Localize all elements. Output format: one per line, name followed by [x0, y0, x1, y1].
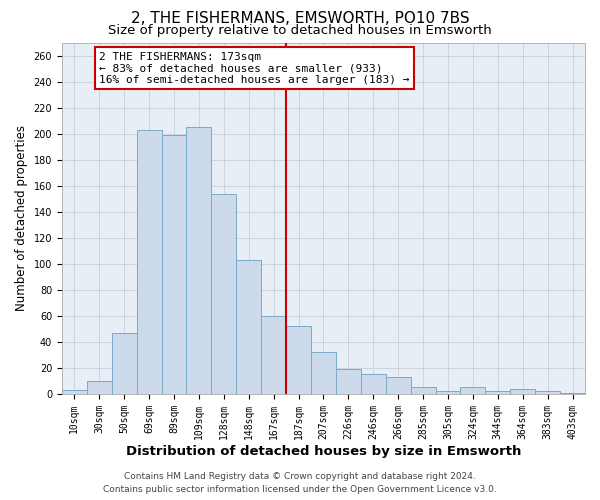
- Bar: [236, 260, 261, 394]
- Text: Size of property relative to detached houses in Emsworth: Size of property relative to detached ho…: [108, 24, 492, 37]
- Bar: [460, 388, 485, 394]
- Bar: [261, 316, 286, 394]
- Bar: [485, 392, 510, 394]
- Y-axis label: Number of detached properties: Number of detached properties: [15, 125, 28, 311]
- Bar: [560, 392, 585, 394]
- Bar: [112, 333, 137, 394]
- Bar: [510, 389, 535, 394]
- X-axis label: Distribution of detached houses by size in Emsworth: Distribution of detached houses by size …: [126, 444, 521, 458]
- Text: 2, THE FISHERMANS, EMSWORTH, PO10 7BS: 2, THE FISHERMANS, EMSWORTH, PO10 7BS: [131, 11, 469, 26]
- Bar: [410, 388, 436, 394]
- Bar: [286, 326, 311, 394]
- Bar: [161, 135, 187, 394]
- Bar: [535, 392, 560, 394]
- Bar: [211, 194, 236, 394]
- Text: 2 THE FISHERMANS: 173sqm
← 83% of detached houses are smaller (933)
16% of semi-: 2 THE FISHERMANS: 173sqm ← 83% of detach…: [99, 52, 410, 85]
- Bar: [386, 377, 410, 394]
- Bar: [311, 352, 336, 394]
- Bar: [87, 381, 112, 394]
- Text: Contains HM Land Registry data © Crown copyright and database right 2024.
Contai: Contains HM Land Registry data © Crown c…: [103, 472, 497, 494]
- Bar: [137, 130, 161, 394]
- Bar: [336, 369, 361, 394]
- Bar: [62, 390, 87, 394]
- Bar: [187, 127, 211, 394]
- Bar: [361, 374, 386, 394]
- Bar: [436, 392, 460, 394]
